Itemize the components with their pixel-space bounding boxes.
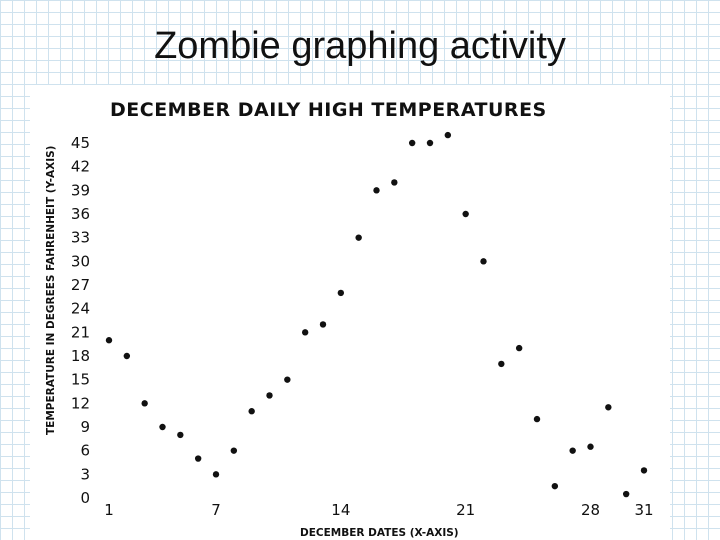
data-point	[462, 210, 469, 218]
y-tick-label: 30	[71, 252, 90, 270]
y-tick-label: 24	[71, 300, 90, 318]
data-point	[159, 423, 166, 431]
x-tick-label: 1	[104, 501, 114, 519]
y-axis-title: TEMPERATURE IN DEGREES FAHRENHEIT (Y-AXI…	[45, 146, 57, 435]
data-point	[444, 131, 452, 139]
data-point	[569, 447, 576, 454]
x-tick-label: 28	[581, 501, 600, 519]
data-point	[426, 139, 434, 147]
data-point	[212, 471, 220, 478]
y-tick-label: 12	[71, 394, 90, 412]
data-point	[605, 404, 612, 411]
data-point	[284, 376, 291, 383]
y-tick-label: 18	[71, 347, 90, 365]
y-tick-label: 39	[71, 181, 90, 199]
chart-title: DECEMBER DAILY HIGH TEMPERATURES	[110, 99, 547, 121]
data-point	[177, 431, 184, 439]
data-point	[551, 482, 559, 490]
data-point	[515, 344, 523, 352]
data-point	[105, 337, 113, 344]
scatter-chart: DECEMBER DAILY HIGH TEMPERATURES 0369121…	[45, 99, 654, 539]
x-axis-title: DECEMBER DATES (X-AXIS)	[300, 527, 459, 539]
data-point	[533, 415, 541, 423]
data-point	[498, 360, 505, 368]
x-tick-label: 14	[331, 501, 350, 519]
data-point	[640, 467, 648, 474]
y-tick-label: 3	[80, 465, 90, 483]
data-point	[141, 400, 148, 407]
data-point	[230, 447, 238, 454]
x-tick-label: 7	[211, 501, 221, 519]
data-point	[301, 329, 309, 336]
data-point	[266, 392, 273, 399]
y-tick-label: 0	[80, 489, 90, 507]
data-point	[248, 408, 255, 415]
data-point	[480, 258, 487, 265]
data-point	[408, 139, 416, 147]
y-tick-label: 27	[71, 276, 90, 294]
x-tick-label: 31	[634, 501, 653, 519]
data-point	[319, 321, 327, 328]
slide-title: Zombie graphing activity	[154, 25, 566, 67]
chart-panel: DECEMBER DAILY HIGH TEMPERATURES 0 3 6 9 12 1…	[30, 85, 670, 540]
data-point	[391, 179, 398, 186]
y-tick-label: 42	[71, 158, 90, 176]
y-tick-label: 45	[71, 134, 90, 152]
y-tick-label: 36	[71, 205, 90, 223]
y-tick-label: 21	[71, 323, 90, 341]
y-tick-label: 9	[80, 418, 90, 436]
data-point	[587, 443, 594, 450]
data-point	[373, 187, 380, 194]
x-tick-label: 21	[456, 501, 475, 519]
data-point	[123, 352, 131, 360]
y-tick-label: 15	[71, 371, 90, 389]
data-point	[622, 490, 630, 498]
data-point	[194, 455, 202, 462]
data-point	[337, 289, 345, 297]
data-point	[355, 234, 362, 241]
y-tick-label: 6	[80, 442, 90, 460]
y-tick-label: 33	[71, 229, 90, 247]
